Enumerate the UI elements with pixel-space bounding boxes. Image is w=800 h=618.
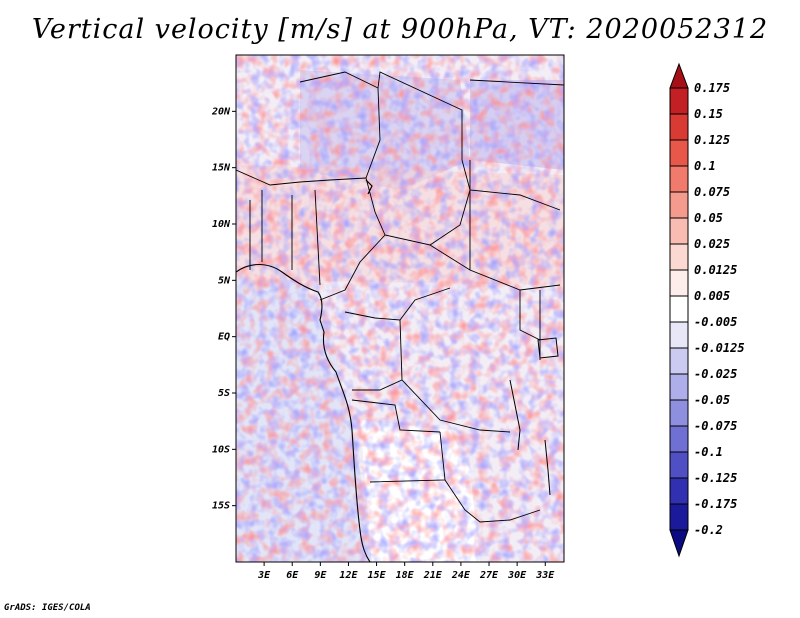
colorbar-label: 0.15 [694,107,723,121]
colorbar-label: -0.1 [694,445,723,459]
colorbar-segment [669,113,689,141]
colorbar-segment [669,399,689,427]
lat-tick-label: 10N [212,219,231,230]
colorbar-label: 0.175 [694,81,730,95]
lat-tick-label: 20N [211,106,231,117]
colorbar-segment [669,373,689,401]
colorbar-segment [669,503,689,531]
colorbar-label: -0.025 [694,367,737,381]
colorbar-segment [669,425,689,453]
colorbar-label: 0.125 [694,133,730,147]
lake-victoria [537,337,559,359]
colorbar-segment [669,269,689,297]
colorbar-label: 0.075 [694,185,730,199]
lon-tick-label: 3E [257,570,271,581]
lon-tick-label: 33E [535,570,555,581]
coastline [236,263,371,562]
colorbar-top-arrow [669,62,689,89]
colorbar-segment [669,347,689,375]
axis-ticks: 20N 15N 10N 5N EQ 5S 10S 15S 3E 6E 9E 12E 15E 18E 21E 2… [211,106,555,581]
colorbar-label: 0.1 [694,159,716,173]
colorbar-segment [669,139,689,167]
colorbar-label: 0.025 [694,237,730,251]
lat-tick-label: 5S [218,388,230,399]
country-borders [236,71,564,523]
lake-malawi [544,439,551,496]
lat-tick-label: 10S [212,444,230,455]
colorbar: 0.175 0.15 0.125 0.1 0.075 0.05 0.025 0.0125 0.0… [669,62,745,558]
colorbar-segment [669,243,689,271]
colorbar-label: -0.125 [694,471,737,485]
colorbar-segment [669,451,689,479]
colorbar-label: -0.05 [694,393,730,407]
lon-tick-label: 27E [479,570,499,581]
lon-tick-label: 21E [423,570,443,581]
lake-tanganyika [509,379,521,451]
colorbar-label: -0.005 [694,315,737,329]
colorbar-label: -0.2 [694,523,723,537]
grads-credit: GrADS: IGES/COLA [4,603,91,613]
lon-tick-label: 6E [286,570,299,581]
colorbar-label: 0.005 [694,289,730,303]
colorbar-segment [669,295,689,323]
lat-tick-label: 15S [212,501,230,512]
lat-tick-label: EQ [218,332,230,343]
lon-tick-label: 9E [314,570,327,581]
colorbar-label: -0.0125 [694,341,745,355]
lat-tick-label: 15N [212,163,231,174]
chart-title: Vertical velocity [m/s] at 900hPa, VT: 2… [31,14,769,45]
colorbar-label: -0.075 [694,419,737,433]
lon-tick-label: 30E [507,570,527,581]
lon-tick-label: 15E [368,570,387,581]
colorbar-segment [669,87,689,115]
lon-tick-label: 24E [451,570,471,581]
colorbar-label: 0.05 [694,211,723,225]
plot-frame [235,54,565,563]
colorbar-segment [669,217,689,245]
colorbar-segment [669,191,689,219]
lon-tick-label: 12E [339,570,358,581]
lon-tick-label: 18E [396,570,415,581]
colorbar-bottom-arrow [669,529,689,558]
colorbar-segment [669,477,689,505]
colorbar-label: 0.0125 [694,263,737,277]
lat-tick-label: 5N [218,275,231,286]
colorbar-segment [669,321,689,349]
colorbar-label: -0.175 [694,497,737,511]
colorbar-segment [669,165,689,193]
velocity-speckle [236,55,564,562]
